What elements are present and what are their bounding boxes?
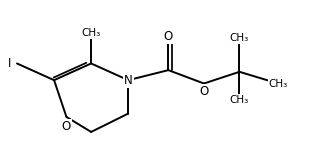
Text: CH₃: CH₃	[230, 95, 249, 105]
Text: O: O	[164, 30, 173, 43]
Text: CH₃: CH₃	[269, 78, 288, 89]
Text: I: I	[7, 57, 11, 70]
Text: O: O	[62, 120, 71, 133]
Text: CH₃: CH₃	[82, 28, 101, 38]
Text: N: N	[124, 74, 133, 87]
Text: O: O	[199, 85, 209, 98]
Text: CH₃: CH₃	[230, 33, 249, 43]
